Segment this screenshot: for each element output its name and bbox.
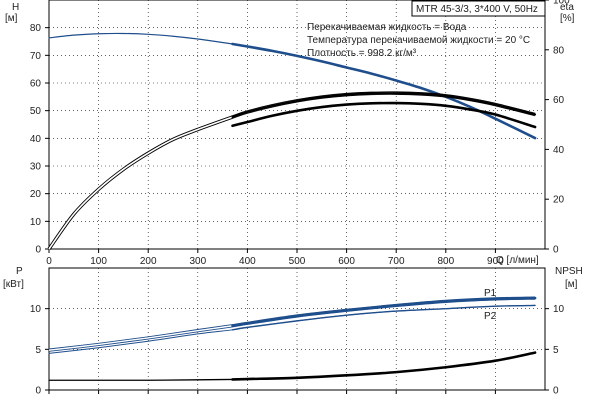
x-tick-label: 200 [140,256,157,267]
top-left-axis-title-unit: [м] [5,13,18,24]
model-label-box [411,0,546,17]
series-label-p2: P2 [484,311,497,322]
top-y2-tick-label: 0 [553,245,559,256]
bottom-series-1-line [48,304,536,354]
density-info: Плотность = 998.2 кг/м³ [307,48,417,59]
top-series-2-line [231,101,537,129]
top-right-axis-title-symbol: eta [560,2,574,13]
bottom-left-axis-title-symbol: P [16,266,23,277]
top-y-tick-label: 70 [30,51,42,62]
top-y-tick-label: 0 [35,245,41,256]
x-axis-title: Q [л/мин] [496,255,539,266]
liquid-info: Перекачиваемая жидкость = Вода [307,22,467,33]
top-y2-tick-label: 40 [553,145,565,156]
bottom-y-tick-label: 10 [30,304,42,315]
x-tick-label: 600 [338,256,355,267]
bottom-y2-tick-label: 5 [553,345,559,356]
bottom-y2-tick-label: 0 [553,386,559,397]
top-right-axis-title-unit: [%] [560,13,575,24]
bottom-right-axis-title-unit: [м] [565,279,578,290]
top-y-tick-label: 60 [30,79,42,90]
info-box: MTR 45-3/3, 3*400 V, 50Hz Перекачиваемая… [307,0,546,59]
top-y2-tick-label: 100 [553,0,570,7]
bottom-left-axis-title-unit: [кВт] [3,279,24,290]
x-tick-label: 700 [388,256,405,267]
model-label: MTR 45-3/3, 3*400 V, 50Hz [416,4,538,15]
x-tick-label: 0 [46,256,52,267]
bottom-right-axis-title-symbol: NPSH [555,266,583,277]
top-y-tick-label: 30 [30,162,42,173]
top-y-tick-label: 20 [30,189,42,200]
x-tick-label: 400 [239,256,256,267]
bottom-series-0-outline [48,296,536,352]
series-layer [47,32,537,381]
series-labels: P1 P2 [484,288,497,322]
bottom-series-0-operating-range [231,296,537,328]
bottom-y-tick-label: 5 [35,345,41,356]
x-tick-label: 500 [289,256,306,267]
top-y2-tick-label: 60 [553,95,565,106]
bottom-y-tick-label: 0 [35,386,41,397]
top-series-1-operating-range [231,92,537,119]
grid-layer [49,0,545,390]
x-tick-label: 900 [487,256,504,267]
top-series-1-inner [48,92,536,250]
top-series-0-line [48,32,536,139]
bottom-series-2-operating-range [231,351,537,381]
temperature-info: Температура перекачиваемой жидкости = 20… [307,35,530,46]
series-label-p1: P1 [484,288,497,299]
frame-layer [48,0,546,391]
top-series-0-operating-range [231,42,537,140]
top-y2-tick-label: 20 [553,195,565,206]
x-tick-label: 300 [189,256,206,267]
top-y2-tick-label: 80 [553,45,565,56]
bottom-series-1-operating-range [231,304,536,331]
top-y-tick-label: 10 [30,217,42,228]
bottom-axis-titles: P [кВт] NPSH [м] [3,266,583,290]
top-left-axis-title-symbol: H [12,2,19,13]
top-y-tick-label: 80 [30,23,42,34]
bottom-y2-tick-label: 10 [553,304,565,315]
top-y-tick-label: 40 [30,134,42,145]
x-tick-label: 800 [437,256,454,267]
x-tick-label: 100 [90,256,107,267]
top-axis-titles: H [м] eta [%] Q [л/мин] [5,2,575,266]
top-y-tick-label: 50 [30,106,42,117]
